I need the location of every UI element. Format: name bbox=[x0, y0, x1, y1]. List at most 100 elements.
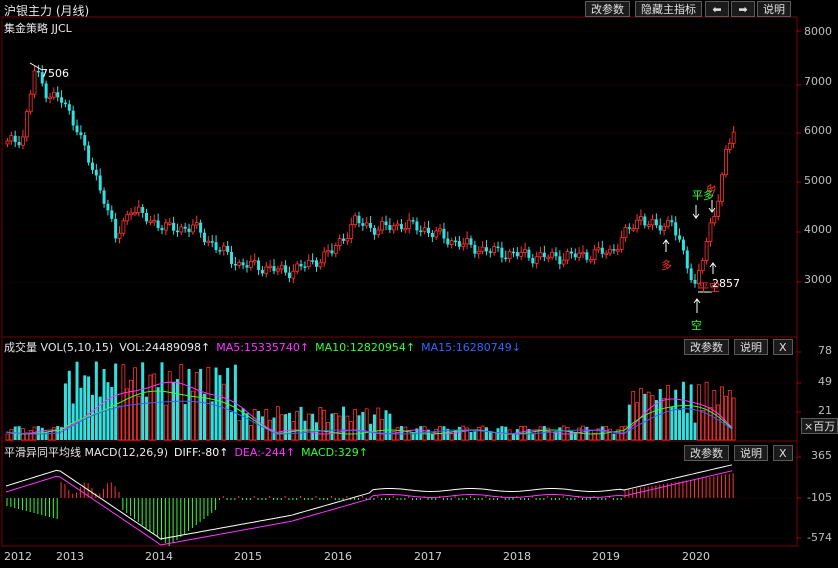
x-axis-label: 2019 bbox=[592, 550, 620, 563]
volume-value: VOL:24489098↑ bbox=[119, 341, 211, 354]
candle-body bbox=[202, 232, 206, 243]
candle-body bbox=[21, 136, 25, 146]
candle-body bbox=[731, 131, 736, 144]
candle-body bbox=[264, 266, 269, 274]
edit-params-button[interactable]: 改参数 bbox=[585, 1, 630, 17]
volume-bar bbox=[731, 397, 736, 441]
low-price-label: 2857 bbox=[712, 277, 740, 290]
candle-body bbox=[272, 266, 276, 272]
volume-bar bbox=[218, 375, 222, 440]
candle-body bbox=[194, 222, 199, 226]
volume-edit-params-button[interactable]: 改参数 bbox=[684, 339, 729, 355]
macd-axis-tick: 365 bbox=[811, 449, 832, 462]
left-arrow-icon[interactable]: ⬅ bbox=[705, 1, 729, 17]
high-marker-line bbox=[29, 62, 43, 71]
x-axis-label: 2017 bbox=[414, 550, 442, 563]
volume-bar bbox=[121, 364, 126, 441]
candle-body bbox=[427, 227, 431, 234]
volume-bar bbox=[190, 390, 195, 441]
candle-body bbox=[500, 247, 504, 258]
volume-bar bbox=[608, 428, 612, 441]
volume-bar bbox=[252, 409, 257, 441]
volume-bar bbox=[511, 433, 515, 440]
candle-body bbox=[585, 252, 589, 260]
price-axis-tick: 7000 bbox=[804, 75, 832, 88]
volume-bar bbox=[480, 425, 485, 441]
candle-body bbox=[48, 96, 52, 100]
volume-bar bbox=[391, 431, 396, 441]
volume-unit-button[interactable]: ×百万 bbox=[801, 418, 838, 434]
volume-bar bbox=[136, 395, 141, 441]
candle-body bbox=[704, 241, 709, 261]
help-button[interactable]: 说明 bbox=[757, 1, 791, 17]
candle-body bbox=[311, 260, 315, 262]
candle-body bbox=[322, 251, 327, 264]
candle-body bbox=[430, 233, 434, 238]
macd-help-button[interactable]: 说明 bbox=[734, 445, 768, 461]
candle-body bbox=[592, 249, 597, 261]
candle-body bbox=[83, 135, 87, 146]
candle-body bbox=[627, 227, 631, 229]
volume-bar bbox=[678, 410, 682, 440]
signal-close-short-label: 平空 bbox=[698, 281, 720, 294]
volume-bar bbox=[716, 404, 721, 441]
candle-body bbox=[573, 253, 577, 258]
macd-edit-params-button[interactable]: 改参数 bbox=[684, 445, 729, 461]
candle-body bbox=[515, 252, 519, 257]
volume-axis-tick: 49 bbox=[818, 375, 832, 388]
volume-bar bbox=[361, 411, 365, 440]
candle-body bbox=[257, 260, 261, 270]
volume-bar bbox=[643, 393, 647, 440]
macd-value: MACD:329↑ bbox=[301, 446, 368, 459]
candle-body bbox=[28, 93, 33, 113]
volume-bar bbox=[639, 388, 643, 441]
volume-close-button[interactable]: X bbox=[773, 339, 793, 355]
volume-bar bbox=[24, 432, 29, 441]
candle-body bbox=[248, 261, 253, 268]
candle-body bbox=[349, 224, 354, 239]
candle-body bbox=[67, 104, 71, 111]
candle-body bbox=[40, 72, 44, 84]
macd-pane-header: 平滑异同平均线 MACD(12,26,9) DIFF:-80↑ DEA:-244↑ M… bbox=[4, 444, 374, 460]
price-axis-tick: 6000 bbox=[804, 124, 832, 137]
volume-bar bbox=[183, 404, 187, 440]
x-axis-label: 2018 bbox=[503, 550, 531, 563]
candle-body bbox=[376, 229, 381, 236]
candle-body bbox=[187, 228, 191, 232]
candle-body bbox=[608, 248, 612, 254]
candle-body bbox=[693, 280, 697, 284]
candle-body bbox=[284, 265, 288, 273]
volume-bar bbox=[67, 370, 71, 440]
volume-bar bbox=[264, 408, 269, 441]
candle-body bbox=[720, 174, 724, 202]
candle-body bbox=[141, 207, 145, 213]
right-arrow-icon[interactable]: ➡ bbox=[731, 1, 755, 17]
volume-bar bbox=[322, 409, 327, 441]
volume-help-button[interactable]: 说明 bbox=[734, 339, 768, 355]
macd-axis-tick: -105 bbox=[807, 491, 832, 504]
volume-bar bbox=[353, 409, 358, 441]
volume-bar bbox=[284, 414, 288, 440]
macd-close-button[interactable]: X bbox=[773, 445, 793, 461]
candle-body bbox=[712, 216, 717, 224]
volume-bar bbox=[372, 414, 376, 440]
candle-body bbox=[318, 262, 323, 268]
candle-body bbox=[218, 250, 222, 252]
volume-bar bbox=[152, 373, 157, 441]
candle-body bbox=[148, 220, 153, 223]
candle-body bbox=[63, 102, 67, 105]
price-axis-tick: 4000 bbox=[804, 223, 832, 236]
hide-main-indicator-button[interactable]: 隐藏主指标 bbox=[635, 1, 702, 17]
candle-body bbox=[438, 228, 442, 232]
candle-body bbox=[531, 257, 535, 264]
candle-body bbox=[488, 251, 492, 253]
candle-body bbox=[519, 251, 524, 257]
candle-body bbox=[678, 235, 682, 240]
candle-body bbox=[36, 70, 40, 73]
candle-body bbox=[654, 219, 658, 226]
volume-axis-tick: 78 bbox=[818, 344, 832, 357]
volume-bar bbox=[550, 431, 555, 441]
candle-body bbox=[708, 222, 713, 243]
candle-body bbox=[619, 237, 624, 251]
volume-bar bbox=[592, 432, 597, 441]
